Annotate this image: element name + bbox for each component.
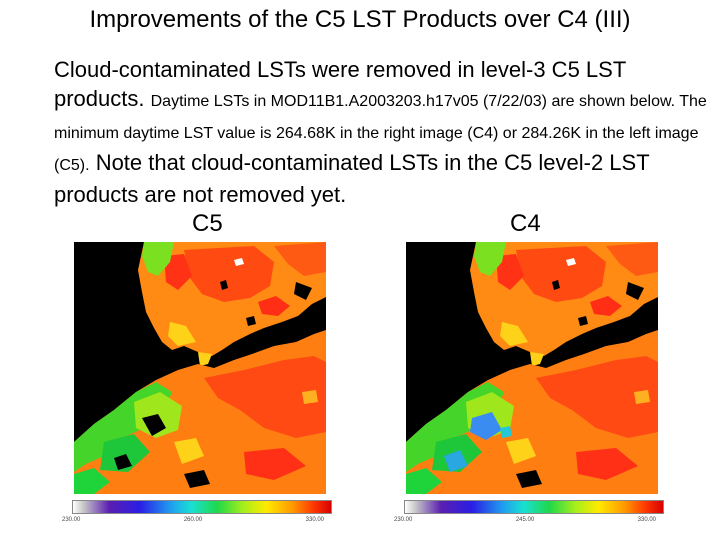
panel-label-c5: C5 — [192, 210, 223, 237]
body-sentence-2: Daytime LSTs in MOD11B1.A2003203.h17v05 … — [54, 93, 707, 174]
colorbar-tick: 330.00 — [637, 517, 656, 523]
lst-map-c4 — [406, 242, 658, 494]
colorbar-tick: 260.00 — [183, 517, 203, 523]
body-sentence-1: Cloud-contaminated LSTs were removed in … — [54, 57, 626, 111]
lst-map-c5-graphic — [74, 242, 326, 494]
colorbar-tick: 330.00 — [305, 517, 324, 523]
body-sentence-3: Note that cloud-contaminated LSTs in the… — [54, 150, 650, 207]
colorbar-tick: 230.00 — [394, 517, 413, 523]
panel-label-c4: C4 — [510, 210, 541, 237]
slide-title: Improvements of the C5 LST Products over… — [89, 6, 631, 33]
lst-map-c5 — [74, 242, 326, 494]
colorbar-tick: 245.00 — [515, 517, 535, 523]
lst-map-c4-graphic — [406, 242, 658, 494]
colorbar-c4 — [404, 500, 664, 514]
colorbar-ticks-c4: 230.00 245.00 330.00 — [394, 516, 656, 526]
colorbar-ticks-c5: 230.00 260.00 330.00 — [62, 516, 324, 526]
colorbar-tick: 230.00 — [62, 517, 81, 523]
colorbar-c5 — [72, 500, 332, 514]
slide-body: Cloud-contaminated LSTs were removed in … — [54, 55, 714, 209]
